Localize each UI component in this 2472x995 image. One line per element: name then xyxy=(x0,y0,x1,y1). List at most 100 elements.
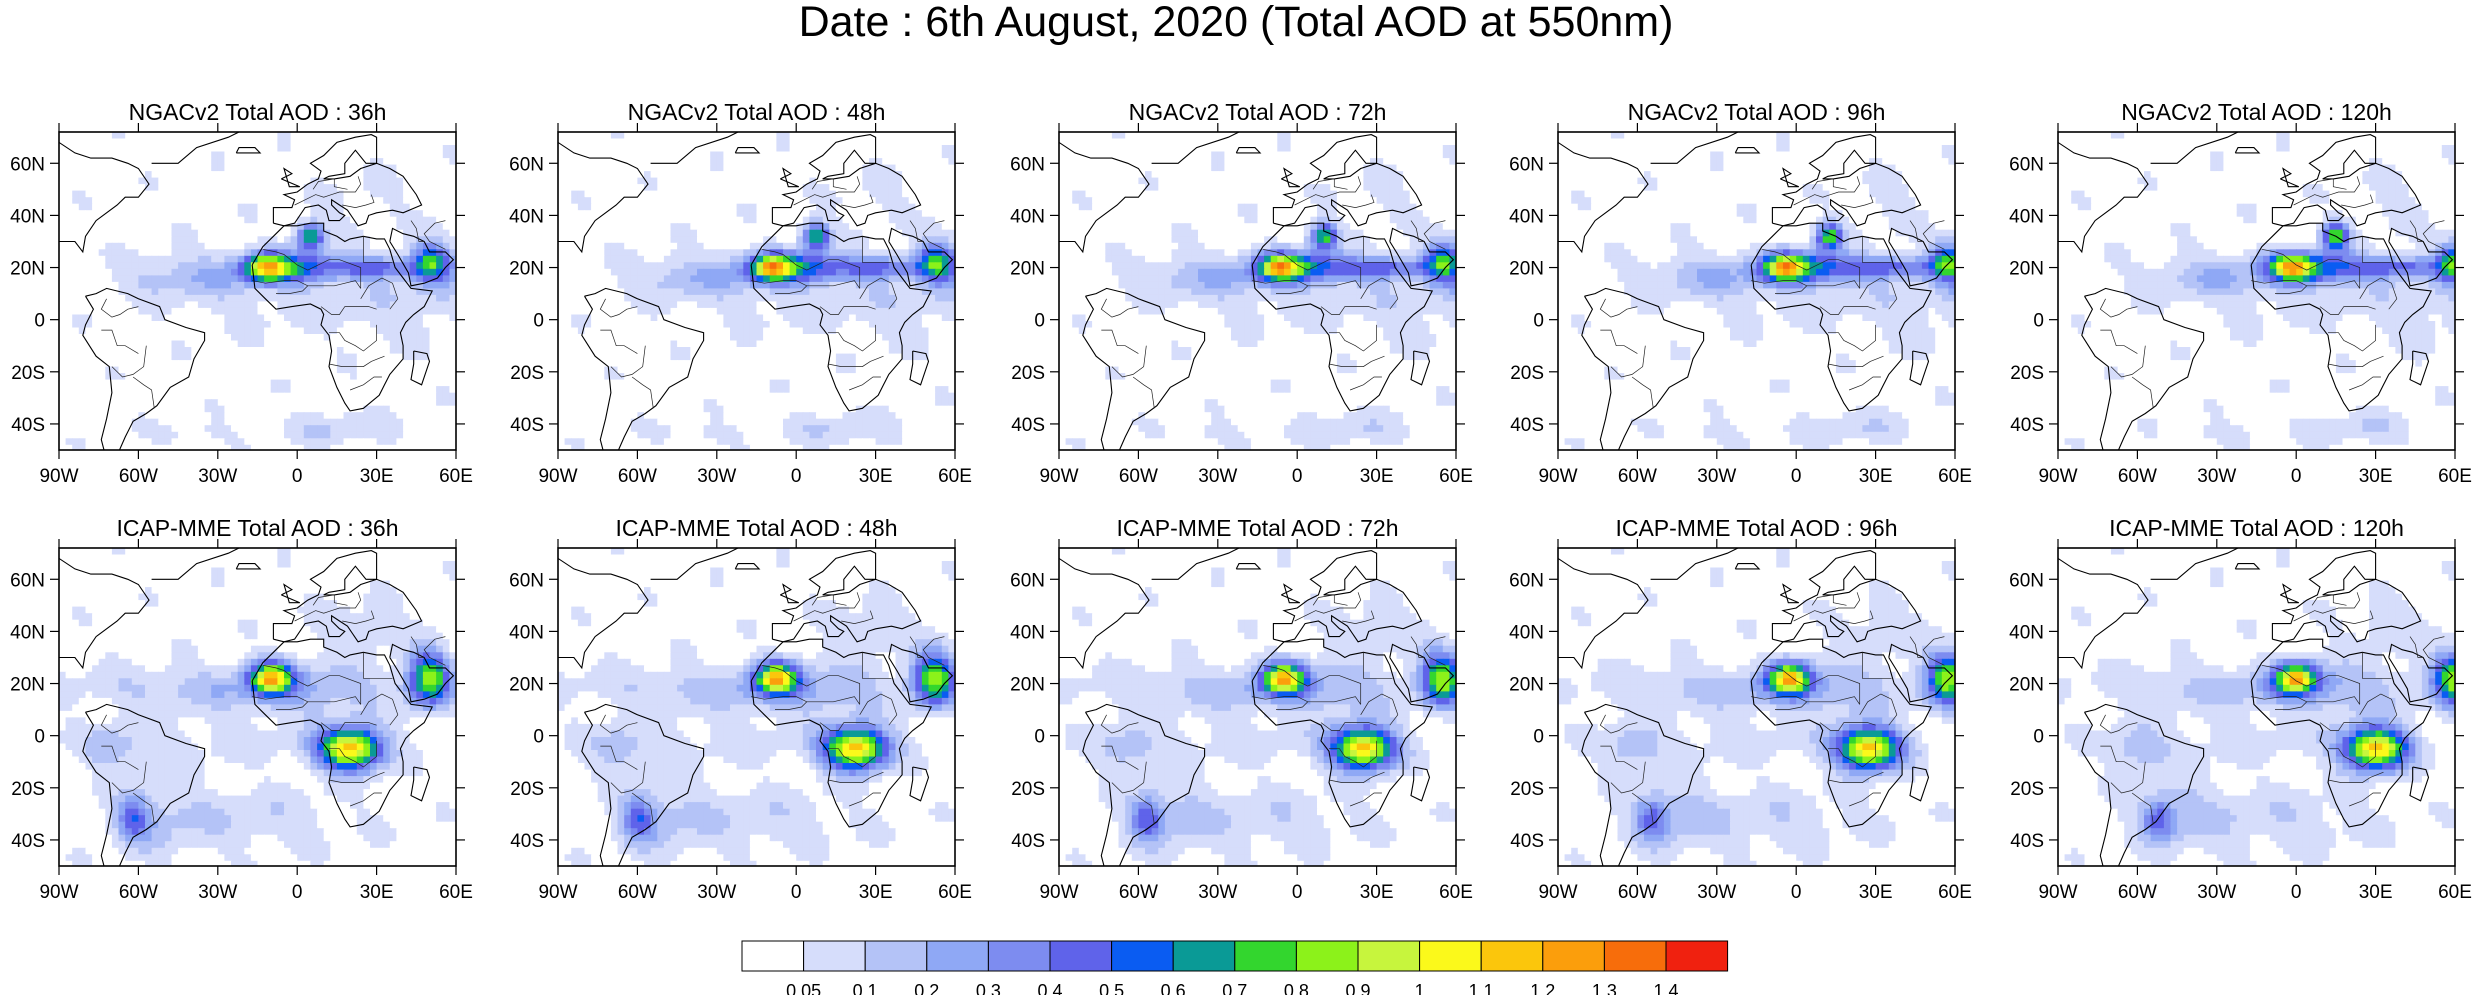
lat-tick-label: 40S xyxy=(1510,415,1544,436)
lon-tick-label: 60E xyxy=(1938,882,1972,903)
coastline xyxy=(1389,643,1455,703)
coastline xyxy=(2250,222,2433,412)
map-frame xyxy=(1557,547,1956,867)
lon-tick-label: 0 xyxy=(292,466,303,487)
lon-tick-label: 30W xyxy=(1198,882,1237,903)
country-border xyxy=(793,592,861,622)
lat-tick-label: 0 xyxy=(34,727,45,748)
coastline xyxy=(1389,227,1455,287)
lon-tick-label: 30E xyxy=(859,882,893,903)
coastline xyxy=(734,147,761,154)
country-border xyxy=(1360,277,1399,310)
country-border xyxy=(828,740,876,768)
coastline xyxy=(734,563,761,570)
panel-title: ICAP-MME Total AOD : 96h xyxy=(1615,515,1897,541)
coastline xyxy=(151,132,240,164)
coastline xyxy=(2234,147,2261,154)
coastline xyxy=(59,557,150,670)
country-border xyxy=(610,761,646,794)
country-border xyxy=(2275,285,2308,294)
map-panel: ICAP-MME Total AOD : 72h 90W 60W 30W 0 30E 60E… xyxy=(1010,515,1473,903)
country-border xyxy=(342,610,375,624)
colorbar-label: 0.3 xyxy=(976,981,1001,995)
country-border xyxy=(423,220,446,250)
panel-title: NGACv2 Total AOD : 48h xyxy=(628,99,886,125)
lat-tick-label: 60N xyxy=(10,570,45,591)
country-border xyxy=(1410,636,1425,658)
lon-tick-label: 60E xyxy=(1439,466,1473,487)
aod-field xyxy=(2058,548,2455,866)
lon-tick-label: 0 xyxy=(2291,466,2302,487)
country-border xyxy=(363,236,393,263)
colorbar-swatch xyxy=(1665,940,1729,972)
country-border xyxy=(2131,376,2154,409)
lon-tick-label: 60E xyxy=(2438,882,2472,903)
map-frame xyxy=(1058,131,1457,451)
lon-tick-label: 90W xyxy=(538,466,577,487)
coastline xyxy=(1581,703,1705,866)
lat-tick-label: 60N xyxy=(2009,570,2044,591)
coastline xyxy=(59,141,150,254)
coastline xyxy=(389,643,455,703)
lon-tick-label: 60E xyxy=(2438,466,2472,487)
coastline xyxy=(1558,557,1649,670)
country-border xyxy=(599,298,638,318)
figure-title: Date : 6th August, 2020 (Total AOD at 55… xyxy=(0,0,2472,44)
panel-title: ICAP-MME Total AOD : 36h xyxy=(116,515,398,541)
country-border xyxy=(1848,376,1881,391)
lon-tick-label: 90W xyxy=(1039,466,1078,487)
lat-tick-label: 0 xyxy=(2033,727,2044,748)
coastline xyxy=(1151,548,1240,580)
map-panel: NGACv2 Total AOD : 72h 90W 60W 30W 0 30E 60E 60… xyxy=(1010,99,1473,487)
coastline xyxy=(2058,141,2149,254)
country-border xyxy=(1423,636,1446,666)
colorbar-label: 0.7 xyxy=(1222,981,1247,995)
country-border xyxy=(111,345,147,378)
coastline xyxy=(1151,132,1240,164)
coastline xyxy=(1771,550,1922,643)
lon-tick-label: 60W xyxy=(119,466,158,487)
country-border xyxy=(600,329,638,354)
coastline xyxy=(2388,643,2454,703)
country-border xyxy=(1320,306,1377,315)
country-border xyxy=(600,745,638,770)
coastline xyxy=(1281,583,1301,604)
country-border xyxy=(1610,761,1646,794)
lon-tick-label: 30E xyxy=(1859,466,1893,487)
coastline xyxy=(780,167,800,188)
lat-tick-label: 0 xyxy=(1533,727,1544,748)
country-border xyxy=(349,376,382,391)
country-border xyxy=(793,176,861,206)
country-border xyxy=(1922,220,1945,250)
lat-tick-label: 40S xyxy=(1011,831,1045,852)
lon-tick-label: 30W xyxy=(1697,882,1736,903)
coastline xyxy=(650,132,739,164)
country-border xyxy=(2293,176,2361,206)
country-border xyxy=(1329,324,1377,352)
colorbar-swatch xyxy=(1295,940,1359,972)
coastline xyxy=(1734,147,1761,154)
lat-tick-label: 0 xyxy=(34,311,45,332)
country-border xyxy=(1859,277,1898,310)
country-border xyxy=(1841,194,1874,208)
country-border xyxy=(1841,610,1874,624)
lat-tick-label: 20S xyxy=(2010,779,2044,800)
country-border xyxy=(819,306,876,315)
country-border xyxy=(1320,722,1377,731)
coastline xyxy=(2280,583,2300,604)
country-border xyxy=(252,280,361,289)
lon-tick-label: 30E xyxy=(1859,882,1893,903)
lon-tick-label: 60W xyxy=(1119,466,1158,487)
country-border xyxy=(329,740,377,768)
country-border xyxy=(2319,306,2376,315)
country-border xyxy=(100,298,139,318)
country-border xyxy=(2328,740,2376,768)
map-panel: ICAP-MME Total AOD : 120h 90W 60W 30W 0 30E 60… xyxy=(2009,515,2472,903)
lon-tick-label: 30E xyxy=(1360,882,1394,903)
country-border xyxy=(2341,194,2374,208)
lat-tick-label: 20S xyxy=(1011,779,1045,800)
colorbar-label: 0.4 xyxy=(1037,981,1062,995)
country-border xyxy=(1775,701,1808,710)
lon-tick-label: 0 xyxy=(1292,882,1303,903)
coastline xyxy=(1650,132,1739,164)
